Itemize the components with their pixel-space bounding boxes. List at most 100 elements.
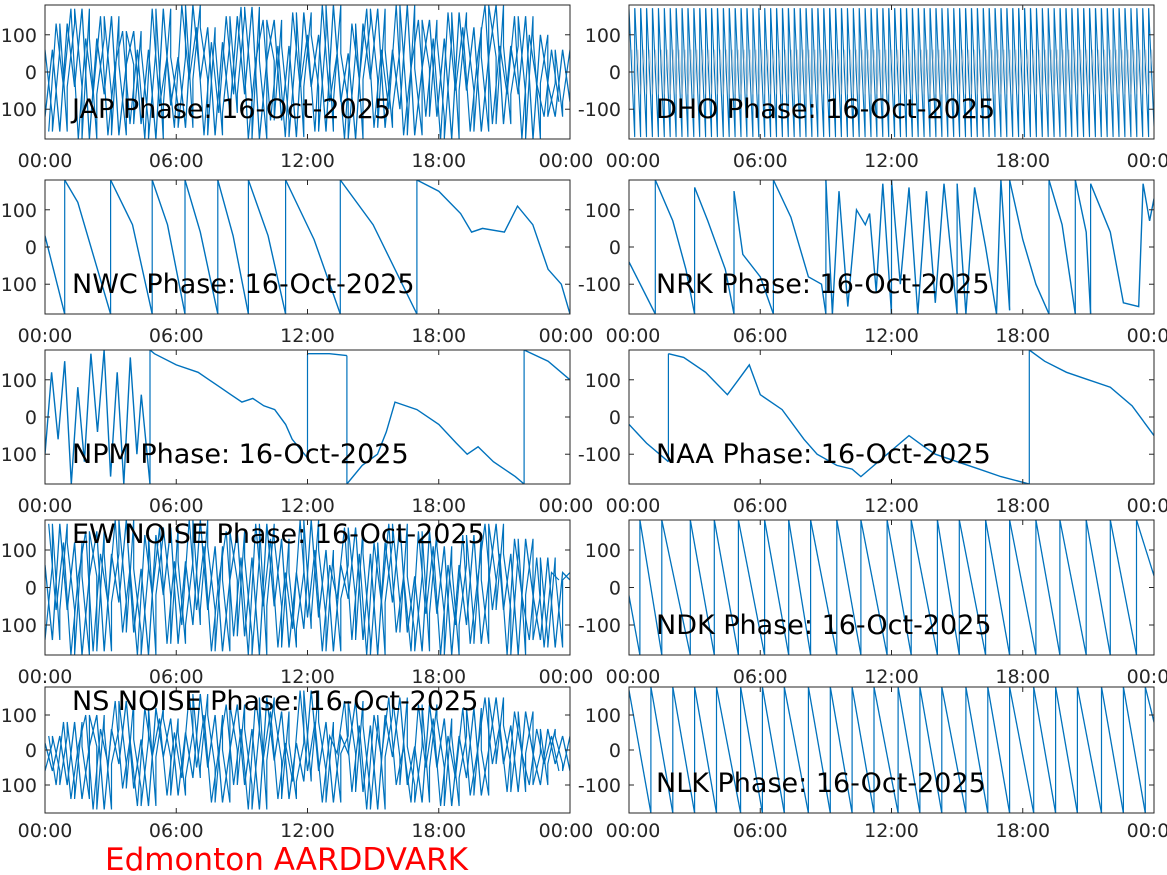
- series-segment: [654, 180, 696, 314]
- subplot-title: DHO Phase: 16-Oct-2025: [656, 94, 995, 125]
- x-tick-label: 00:00: [539, 666, 594, 688]
- series-segment: [1059, 520, 1087, 655]
- y-tick-label: 0: [25, 237, 37, 259]
- x-tick-label: 00:00: [606, 820, 661, 842]
- series-segment: [1054, 687, 1079, 813]
- series-segment: [829, 687, 853, 813]
- x-tick-label: 12:00: [864, 666, 919, 688]
- series-segment: [307, 353, 347, 357]
- x-tick-label: 06:00: [733, 150, 788, 172]
- y-tick-label: -100: [578, 615, 621, 637]
- y-tick-label: 0: [25, 740, 37, 762]
- series-segment: [825, 180, 893, 314]
- series-segment: [109, 180, 153, 314]
- series-segment: [247, 180, 287, 314]
- series-segment: [941, 687, 967, 813]
- series-segment: [629, 423, 669, 463]
- series-segment: [783, 687, 810, 813]
- x-tick-label: 00:00: [1127, 820, 1167, 842]
- series-segment: [984, 520, 1011, 655]
- series-segment: [1028, 350, 1154, 437]
- series-segment: [639, 520, 663, 655]
- series-segment: [1122, 687, 1146, 813]
- series-line: [45, 520, 570, 655]
- x-tick-label: 00:00: [539, 325, 594, 347]
- x-tick-label: 12:00: [280, 820, 335, 842]
- series-segment: [739, 687, 764, 813]
- subplot-naa: 100 0 -100 00:00 06:00 12:00 18:00 00:00 NAA Pha…: [578, 349, 1167, 517]
- x-tick-label: 00:00: [18, 325, 73, 347]
- subplot-title: NLK Phase: 16-Oct-2025: [656, 768, 986, 799]
- series-segment: [1144, 687, 1154, 725]
- x-tick-label: 06:00: [149, 666, 204, 688]
- y-tick-label: 100: [585, 25, 621, 47]
- subplot-jap: 100 0 -100 00:00 06:00 12:00 18:00 00:00 JAP Pha…: [0, 4, 594, 172]
- series-segment: [873, 687, 899, 813]
- y-tick-label: 100: [585, 370, 621, 392]
- y-tick-label: -100: [578, 775, 621, 797]
- x-tick-label: 00:00: [1127, 666, 1167, 688]
- series-segment: [668, 353, 1030, 484]
- y-tick-label: -100: [0, 615, 37, 637]
- series-segment: [715, 687, 742, 813]
- y-tick-label: 100: [1, 705, 37, 727]
- x-tick-label: 12:00: [864, 495, 919, 517]
- y-tick-label: 0: [609, 740, 621, 762]
- x-tick-label: 06:00: [149, 150, 204, 172]
- series-segment: [987, 687, 1011, 813]
- x-tick-label: 00:00: [606, 666, 661, 688]
- x-tick-label: 00:00: [606, 495, 661, 517]
- y-tick-label: -100: [578, 274, 621, 296]
- series-segment: [689, 520, 715, 655]
- series-segment: [523, 350, 570, 381]
- x-tick-label: 06:00: [149, 820, 204, 842]
- y-tick-label: 100: [585, 540, 621, 562]
- series-line: [629, 8, 1154, 138]
- series-segment: [936, 520, 960, 655]
- x-tick-label: 00:00: [539, 495, 594, 517]
- y-tick-label: 0: [609, 407, 621, 429]
- series-segment: [919, 687, 943, 813]
- subplot-nwc: 100 0 -100 00:00 06:00 12:00 18:00 00:00 NWC Pha…: [0, 179, 594, 347]
- y-tick-label: 0: [609, 578, 621, 600]
- series-segment: [1100, 687, 1125, 813]
- series-segment: [956, 180, 1011, 314]
- x-tick-label: 00:00: [18, 820, 73, 842]
- x-tick-label: 18:00: [995, 495, 1050, 517]
- x-tick-label: 00:00: [539, 150, 594, 172]
- y-tick-label: -100: [0, 775, 37, 797]
- x-tick-label: 06:00: [733, 666, 788, 688]
- series-segment: [965, 687, 989, 813]
- series-segment: [1008, 687, 1035, 813]
- subplot-title: NPM Phase: 16-Oct-2025: [72, 439, 409, 470]
- subplot-title: NAA Phase: 16-Oct-2025: [656, 439, 991, 470]
- x-tick-label: 00:00: [18, 666, 73, 688]
- series-segment: [713, 520, 740, 655]
- series-line: [45, 5, 570, 139]
- subplot-ns-noise: 100 0 -100 00:00 06:00 12:00 18:00 00:00 NS NOIS…: [0, 686, 593, 842]
- subplot-ndk: 100 0 -100 00:00 06:00 12:00 18:00 00:00 NDK Pha…: [578, 519, 1167, 688]
- x-tick-label: 18:00: [411, 150, 466, 172]
- x-tick-label: 18:00: [411, 820, 466, 842]
- series-segment: [761, 687, 785, 813]
- series-segment: [733, 191, 775, 314]
- series-segment: [151, 180, 186, 314]
- series-segment: [886, 520, 912, 655]
- y-tick-label: 0: [25, 407, 37, 429]
- series-segment: [217, 180, 250, 314]
- y-tick-label: 0: [609, 237, 621, 259]
- series-segment: [1076, 687, 1103, 813]
- series-segment: [629, 687, 652, 813]
- y-tick-label: -100: [578, 99, 621, 121]
- subplot-title: EW NOISE Phase: 16-Oct-2025: [72, 519, 485, 550]
- subplot-dho: 100 0 -100 00:00 06:00 12:00 18:00 00:00 DHO Pha…: [578, 4, 1167, 172]
- y-tick-label: 100: [585, 200, 621, 222]
- subplot-nrk: 100 0 -100 00:00 06:00 12:00 18:00 00:00 NRK Pha…: [578, 179, 1167, 347]
- series-segment: [1109, 520, 1138, 655]
- subplot-npm: 100 0 -100 00:00 06:00 12:00 18:00 00:00 NPM Pha…: [0, 349, 594, 517]
- series-segment: [851, 687, 875, 813]
- y-tick-label: -100: [578, 444, 621, 466]
- series-segment: [1035, 520, 1061, 655]
- y-tick-label: 100: [585, 705, 621, 727]
- x-tick-label: 06:00: [733, 820, 788, 842]
